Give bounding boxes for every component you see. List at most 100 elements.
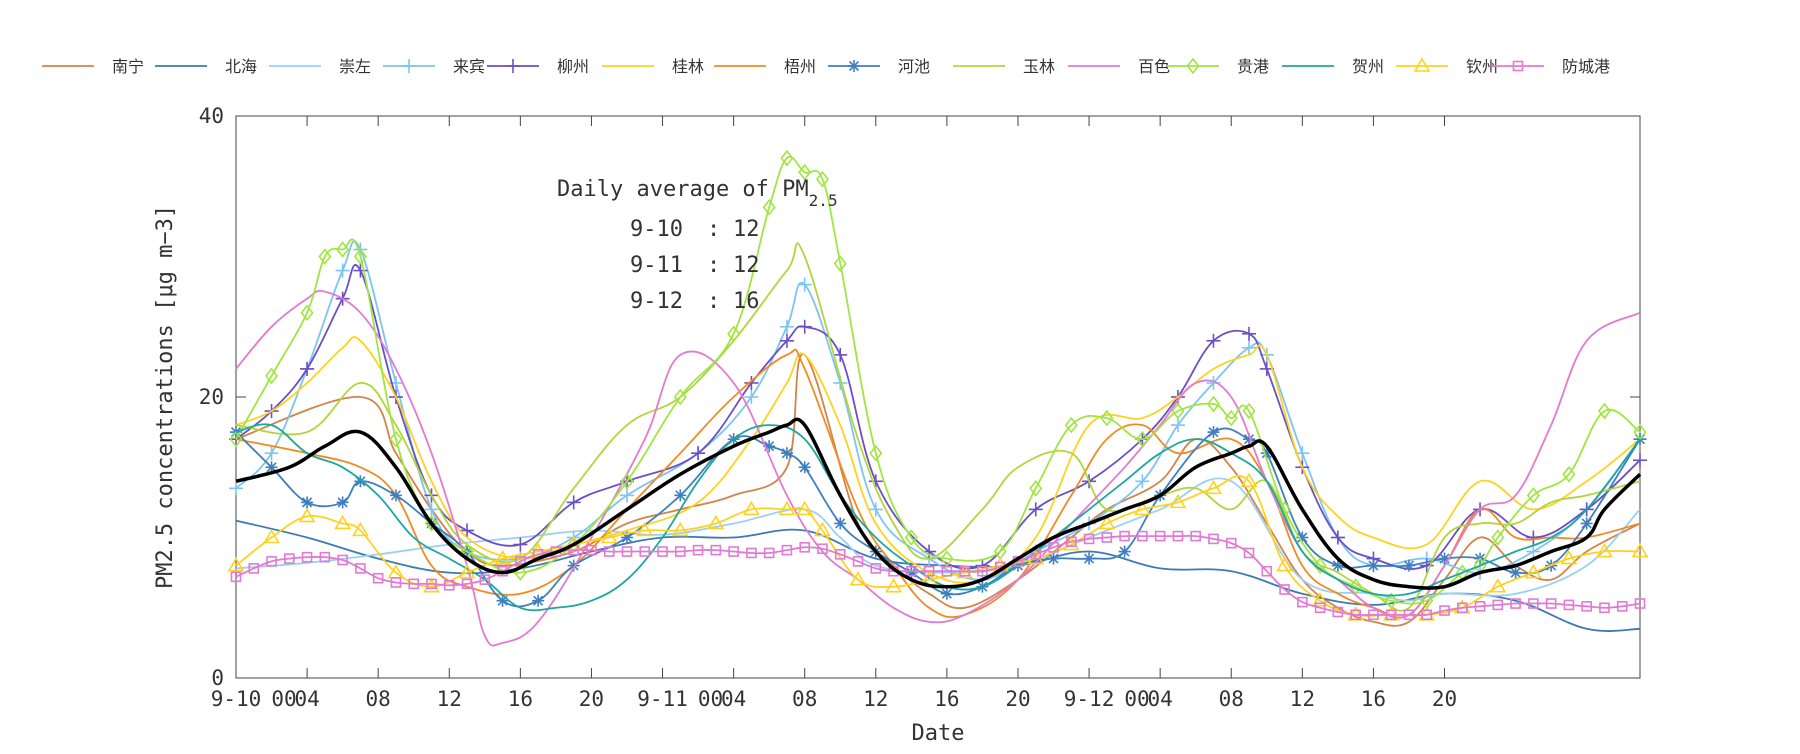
data-point	[1242, 340, 1257, 355]
data-point	[1135, 430, 1149, 448]
x-tick-label: 04	[721, 687, 746, 711]
data-point	[941, 565, 953, 577]
data-point	[1028, 502, 1043, 517]
data-point	[229, 481, 243, 496]
x-tick-label: 16	[1361, 687, 1386, 711]
data-point	[1101, 532, 1113, 543]
data-point	[298, 507, 316, 523]
data-point	[423, 578, 440, 593]
data-point	[336, 496, 349, 509]
data-point	[1137, 530, 1148, 542]
data-point	[799, 542, 811, 553]
data-point	[1526, 544, 1541, 559]
data-point	[1368, 609, 1379, 621]
data-point	[798, 163, 812, 181]
data-point	[266, 556, 277, 567]
x-tick-label: 08	[1219, 687, 1244, 711]
data-point	[1596, 542, 1613, 558]
data-point	[1489, 578, 1507, 593]
data-point	[1311, 592, 1329, 607]
data-point	[1225, 537, 1237, 549]
series-layer	[227, 149, 1649, 647]
data-point	[566, 495, 581, 510]
data-point	[335, 263, 350, 278]
data-point	[762, 199, 776, 216]
data-point	[1332, 606, 1344, 618]
data-point	[460, 523, 475, 538]
annotation-date: 9-11	[630, 253, 683, 278]
data-point	[1526, 530, 1541, 545]
data-point	[710, 544, 722, 556]
data-point	[227, 557, 245, 572]
data-point	[1560, 549, 1578, 565]
data-point	[1261, 565, 1273, 577]
data-point	[1279, 584, 1290, 595]
data-point	[1029, 480, 1043, 497]
data-point	[1135, 474, 1150, 489]
x-tick-label: 16	[508, 687, 533, 711]
data-point	[621, 546, 633, 557]
legend-marker	[402, 59, 416, 73]
legend-marker	[1186, 57, 1200, 75]
data-point	[852, 556, 864, 567]
data-point	[1027, 549, 1045, 565]
data-point	[603, 546, 615, 557]
x-tick-label: 9-10	[211, 687, 262, 711]
data-point	[1385, 609, 1397, 621]
legend-item-来宾: 来宾	[383, 57, 485, 76]
data-point	[833, 347, 848, 362]
data-point	[1313, 557, 1327, 574]
data-point	[657, 546, 668, 557]
y-tick-label: 40	[199, 104, 224, 128]
series-柳州	[229, 263, 1647, 573]
legend-item-北海: 北海	[155, 57, 257, 76]
data-point	[834, 517, 847, 530]
x-tick-label: 20	[1005, 687, 1030, 711]
data-point	[639, 546, 651, 557]
data-point	[975, 558, 990, 573]
data-point	[1206, 395, 1220, 413]
data-point	[814, 521, 831, 537]
data-point	[744, 375, 759, 390]
data-point	[496, 594, 509, 607]
data-point	[780, 447, 793, 460]
y-tick-label: 20	[199, 385, 224, 409]
data-point	[355, 563, 366, 574]
data-point	[1243, 547, 1255, 559]
data-point	[815, 170, 829, 188]
data-point	[781, 544, 793, 556]
data-point	[1474, 601, 1486, 612]
data-point	[1439, 605, 1450, 616]
annotation-title: Daily average of PM2.5	[557, 177, 838, 210]
legend-item-百色: 百色	[1068, 57, 1170, 76]
annotation-title-subscript: 2.5	[809, 191, 838, 210]
x-tick-label: 12	[863, 687, 888, 711]
data-point	[834, 549, 846, 560]
x-tick-label: 00	[271, 687, 296, 711]
data-point	[674, 489, 687, 502]
data-point	[1100, 409, 1114, 427]
legend-item-桂林: 桂林	[602, 57, 704, 76]
data-point	[1064, 416, 1078, 434]
data-point	[1242, 326, 1257, 341]
data-point	[1083, 552, 1096, 565]
legend-marker	[506, 59, 520, 73]
data-point	[779, 333, 794, 348]
legend-label: 百色	[1138, 57, 1170, 76]
data-point	[1563, 599, 1575, 611]
data-point	[1616, 601, 1628, 612]
x-tick-label: 08	[792, 687, 817, 711]
data-point	[868, 502, 883, 517]
legend-item-河池: 河池	[828, 57, 930, 76]
data-point	[352, 521, 369, 537]
data-point	[1403, 609, 1415, 621]
data-point	[1297, 596, 1308, 608]
legend-item-防城港: 防城港	[1492, 57, 1610, 76]
data-point	[1030, 549, 1042, 560]
data-point	[675, 546, 686, 557]
data-point	[904, 529, 918, 546]
line-河池	[235, 427, 1641, 608]
data-point	[636, 521, 654, 537]
